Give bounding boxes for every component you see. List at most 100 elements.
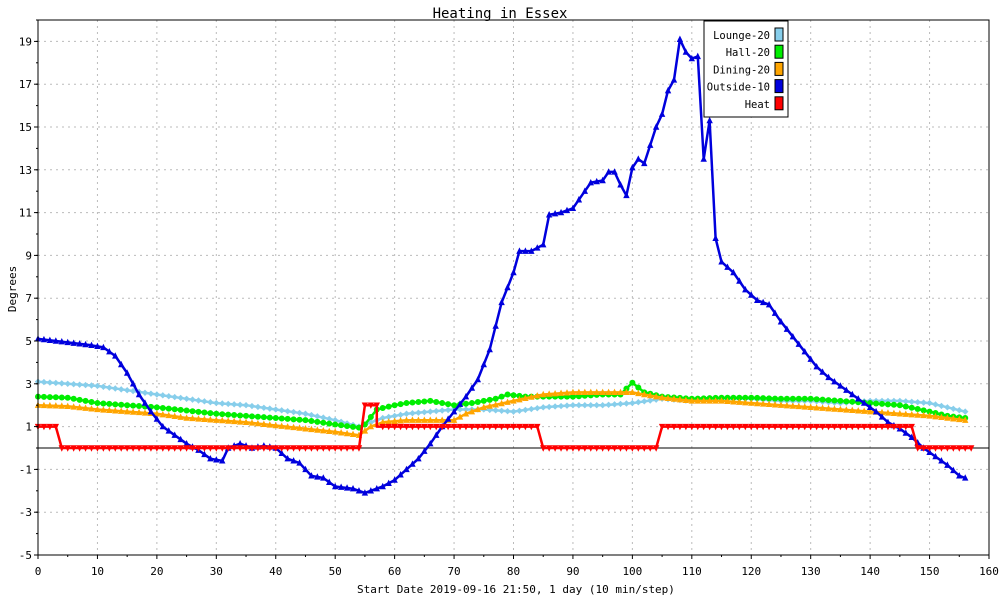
data-point	[40, 335, 48, 343]
data-point	[700, 155, 707, 162]
data-point	[444, 423, 452, 431]
data-point	[819, 396, 826, 403]
data-point	[379, 414, 386, 422]
data-point	[759, 400, 767, 407]
data-point	[165, 393, 172, 400]
data-point	[753, 296, 761, 304]
data-point	[320, 426, 327, 434]
data-point	[445, 401, 452, 408]
data-point	[266, 414, 273, 421]
data-point	[409, 460, 416, 467]
y-tick-label: -3	[19, 506, 32, 519]
data-point	[694, 52, 701, 60]
data-point	[397, 411, 404, 419]
data-point	[46, 394, 53, 401]
data-point	[64, 380, 71, 387]
data-point	[724, 423, 731, 431]
data-point	[58, 394, 65, 401]
data-point	[492, 407, 499, 414]
data-point	[450, 416, 458, 423]
data-point	[551, 209, 559, 217]
data-point	[783, 401, 791, 409]
data-point	[219, 416, 226, 424]
data-point	[100, 445, 107, 452]
data-point	[611, 168, 618, 175]
data-point	[272, 415, 279, 422]
data-point	[290, 423, 297, 431]
data-point	[70, 445, 77, 452]
data-point	[64, 402, 71, 409]
data-point	[545, 445, 553, 452]
data-point	[748, 394, 755, 401]
data-point	[623, 385, 630, 392]
data-point	[135, 390, 143, 398]
data-point	[528, 247, 535, 254]
data-point	[932, 412, 939, 420]
data-point	[320, 414, 327, 421]
y-tick-label: 1	[25, 421, 32, 434]
data-point	[207, 445, 214, 452]
data-point	[914, 406, 921, 413]
data-point	[409, 423, 416, 431]
data-point	[902, 429, 909, 436]
data-point	[789, 423, 797, 431]
data-point	[195, 415, 202, 422]
data-point	[635, 384, 642, 391]
data-point	[272, 445, 279, 452]
data-point	[302, 465, 309, 473]
data-point	[534, 244, 541, 251]
data-point	[807, 403, 814, 411]
data-point	[754, 394, 761, 401]
data-point	[569, 402, 577, 409]
data-point	[439, 400, 446, 407]
data-point	[52, 379, 60, 387]
data-point	[736, 277, 743, 284]
data-point	[486, 396, 493, 403]
data-point	[950, 405, 957, 412]
data-point	[813, 362, 820, 370]
data-point	[932, 452, 939, 460]
data-point	[540, 445, 547, 452]
data-point	[474, 398, 481, 405]
data-point	[397, 417, 404, 424]
data-point	[950, 466, 957, 474]
data-point	[225, 445, 232, 452]
data-point	[40, 423, 48, 431]
data-point	[492, 322, 499, 329]
data-point	[379, 482, 386, 490]
data-point	[605, 168, 612, 175]
data-point	[373, 402, 380, 409]
data-point	[314, 473, 321, 480]
data-point	[153, 445, 161, 452]
data-point	[165, 405, 172, 412]
data-point	[213, 399, 220, 407]
data-point	[165, 427, 172, 434]
data-point	[623, 445, 630, 452]
x-tick-label: 120	[741, 565, 761, 578]
data-point	[688, 54, 696, 62]
data-point	[260, 445, 268, 452]
data-point	[343, 445, 351, 452]
data-point	[629, 379, 636, 386]
data-point	[641, 445, 648, 452]
data-point	[52, 423, 60, 431]
data-point	[201, 450, 208, 458]
data-point	[385, 403, 392, 410]
data-point	[254, 445, 262, 452]
data-point	[599, 402, 606, 409]
data-point	[141, 409, 149, 416]
data-point	[219, 457, 226, 464]
legend: Lounge-20 Hall-20 Dining-20 Outside-10 Heat	[703, 20, 789, 118]
data-point	[236, 440, 244, 447]
legend-swatch	[774, 96, 784, 111]
data-point	[516, 423, 523, 431]
data-point	[718, 258, 725, 265]
data-point	[100, 406, 107, 413]
data-point	[397, 471, 404, 478]
data-point	[385, 423, 392, 431]
data-point	[504, 398, 511, 405]
data-point	[433, 407, 440, 415]
data-point	[153, 404, 160, 411]
data-point	[480, 423, 487, 431]
legend-label: Outside-10	[707, 82, 770, 94]
